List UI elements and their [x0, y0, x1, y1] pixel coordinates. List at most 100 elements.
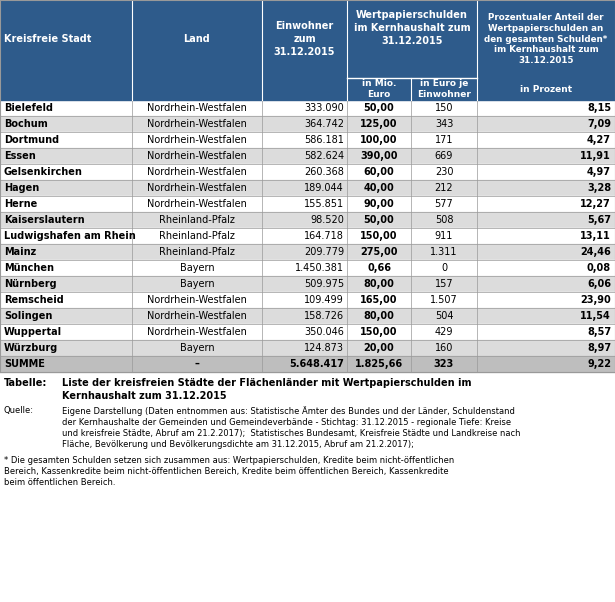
Text: 3,28: 3,28	[587, 183, 611, 193]
Text: Hagen: Hagen	[4, 183, 39, 193]
Text: 209.779: 209.779	[304, 247, 344, 257]
Bar	[0, 276, 615, 292]
Text: 260.368: 260.368	[304, 167, 344, 177]
Text: 109.499: 109.499	[304, 295, 344, 305]
Text: Nordrhein-Westfalen: Nordrhein-Westfalen	[147, 151, 247, 161]
Text: München: München	[4, 263, 54, 273]
Text: 911: 911	[435, 231, 453, 241]
Bar	[0, 340, 615, 356]
Text: 164.718: 164.718	[304, 231, 344, 241]
Text: 157: 157	[435, 279, 453, 289]
Bar	[0, 180, 615, 196]
Bar	[0, 148, 615, 164]
Text: Quelle:: Quelle:	[4, 406, 34, 415]
Text: 155.851: 155.851	[304, 199, 344, 209]
Text: Nordrhein-Westfalen: Nordrhein-Westfalen	[147, 295, 247, 305]
Text: 98.520: 98.520	[310, 215, 344, 225]
Text: 24,46: 24,46	[580, 247, 611, 257]
Text: 8,15: 8,15	[587, 103, 611, 113]
Text: in Euro je
Einwohner: in Euro je Einwohner	[417, 79, 471, 99]
Text: Würzburg: Würzburg	[4, 343, 58, 353]
Text: 275,00: 275,00	[360, 247, 398, 257]
Bar	[0, 116, 615, 132]
Text: 364.742: 364.742	[304, 119, 344, 129]
Bar	[0, 132, 615, 148]
Text: Nordrhein-Westfalen: Nordrhein-Westfalen	[147, 327, 247, 337]
Text: –: –	[194, 359, 199, 369]
Text: Nordrhein-Westfalen: Nordrhein-Westfalen	[147, 119, 247, 129]
Bar	[0, 212, 615, 228]
Text: Land: Land	[184, 34, 210, 44]
Text: Remscheid: Remscheid	[4, 295, 64, 305]
Bar	[0, 324, 615, 340]
Text: Herne: Herne	[4, 199, 38, 209]
Text: 429: 429	[435, 327, 453, 337]
Text: 11,54: 11,54	[580, 311, 611, 321]
Bar	[0, 356, 615, 372]
Bar	[0, 164, 615, 180]
Bar	[0, 244, 615, 260]
Text: 4,27: 4,27	[587, 135, 611, 145]
Text: Einwohner
zum
31.12.2015: Einwohner zum 31.12.2015	[274, 21, 335, 57]
Text: Gelsenkirchen: Gelsenkirchen	[4, 167, 83, 177]
Text: 7,09: 7,09	[587, 119, 611, 129]
Text: 4,97: 4,97	[587, 167, 611, 177]
Bar	[0, 308, 615, 324]
Text: Dortmund: Dortmund	[4, 135, 59, 145]
Text: 1.825,66: 1.825,66	[355, 359, 403, 369]
Text: Bayern: Bayern	[180, 343, 214, 353]
Text: 160: 160	[435, 343, 453, 353]
Text: Rheinland-Pfalz: Rheinland-Pfalz	[159, 231, 235, 241]
Text: Liste der kreisfreien Städte der Flächenländer mit Wertpapierschulden im
Kernhau: Liste der kreisfreien Städte der Flächen…	[62, 378, 472, 401]
Text: Bielefeld: Bielefeld	[4, 103, 53, 113]
Text: Kaiserslautern: Kaiserslautern	[4, 215, 85, 225]
Text: 6,06: 6,06	[587, 279, 611, 289]
Text: 504: 504	[435, 311, 453, 321]
Text: 100,00: 100,00	[360, 135, 398, 145]
Bar	[0, 0, 615, 78]
Text: Solingen: Solingen	[4, 311, 52, 321]
Text: 350.046: 350.046	[304, 327, 344, 337]
Text: 230: 230	[435, 167, 453, 177]
Text: Nordrhein-Westfalen: Nordrhein-Westfalen	[147, 135, 247, 145]
Text: 669: 669	[435, 151, 453, 161]
Text: 150,00: 150,00	[360, 327, 398, 337]
Text: 343: 343	[435, 119, 453, 129]
Text: Rheinland-Pfalz: Rheinland-Pfalz	[159, 215, 235, 225]
Text: 1.507: 1.507	[430, 295, 458, 305]
Text: 125,00: 125,00	[360, 119, 398, 129]
Text: 23,90: 23,90	[580, 295, 611, 305]
Text: Nordrhein-Westfalen: Nordrhein-Westfalen	[147, 183, 247, 193]
Text: 1.311: 1.311	[430, 247, 458, 257]
Text: Wertpapierschulden
im Kernhaushalt zum
31.12.2015: Wertpapierschulden im Kernhaushalt zum 3…	[354, 10, 470, 46]
Text: 390,00: 390,00	[360, 151, 398, 161]
Text: Rheinland-Pfalz: Rheinland-Pfalz	[159, 247, 235, 257]
Text: 0,66: 0,66	[367, 263, 391, 273]
Text: 150,00: 150,00	[360, 231, 398, 241]
Text: 80,00: 80,00	[363, 279, 394, 289]
Text: Eigene Darstellung (Daten entnommen aus: Statistische Ämter des Bundes und der L: Eigene Darstellung (Daten entnommen aus:…	[62, 406, 520, 449]
Text: 20,00: 20,00	[363, 343, 394, 353]
Text: 11,91: 11,91	[580, 151, 611, 161]
Text: 60,00: 60,00	[363, 167, 394, 177]
Text: 40,00: 40,00	[363, 183, 394, 193]
Text: 0: 0	[441, 263, 447, 273]
Text: SUMME: SUMME	[4, 359, 45, 369]
Text: Essen: Essen	[4, 151, 36, 161]
Text: 8,97: 8,97	[587, 343, 611, 353]
Text: Bayern: Bayern	[180, 279, 214, 289]
Text: 150: 150	[435, 103, 453, 113]
Text: 12,27: 12,27	[580, 199, 611, 209]
Text: 9,22: 9,22	[587, 359, 611, 369]
Text: Nordrhein-Westfalen: Nordrhein-Westfalen	[147, 167, 247, 177]
Text: 50,00: 50,00	[363, 215, 394, 225]
Text: * Die gesamten Schulden setzen sich zusammen aus: Wertpapierschulden, Kredite be: * Die gesamten Schulden setzen sich zusa…	[4, 456, 454, 487]
Text: 90,00: 90,00	[363, 199, 394, 209]
Bar	[0, 260, 615, 276]
Text: 1.450.381: 1.450.381	[295, 263, 344, 273]
Text: 124.873: 124.873	[304, 343, 344, 353]
Text: Kreisfreie Stadt: Kreisfreie Stadt	[4, 34, 92, 44]
Text: 577: 577	[435, 199, 453, 209]
Text: Mainz: Mainz	[4, 247, 36, 257]
Text: 323: 323	[434, 359, 454, 369]
